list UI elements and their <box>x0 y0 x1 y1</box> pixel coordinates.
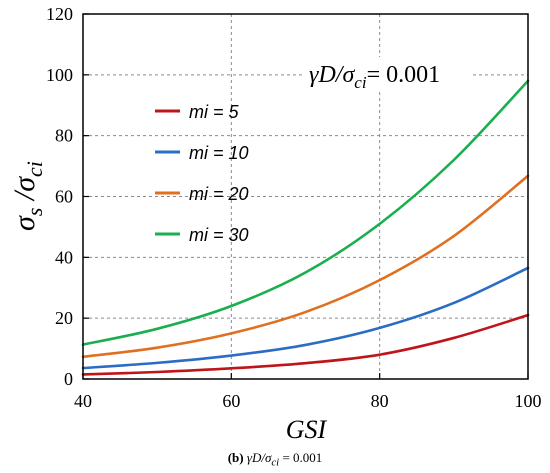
series-lines <box>81 79 530 376</box>
legend-label-4: mi = 30 <box>189 225 249 245</box>
y-tick-label: 20 <box>55 308 73 328</box>
caption-expr-suffix: = 0.001 <box>282 450 323 465</box>
y-axis-label-main2: σ <box>8 176 41 192</box>
annotation-sub: ci <box>354 73 367 92</box>
x-axis-label: GSI <box>286 415 328 444</box>
y-axis-label-slash: / <box>8 189 41 208</box>
y-tick-label: 100 <box>46 65 73 85</box>
legend-label-2: mi = 10 <box>189 143 249 163</box>
legend: mi = 5 mi = 10 mi = 20 mi = 30 <box>155 102 249 245</box>
y-tick-label: 80 <box>55 126 73 146</box>
series-line-3 <box>81 174 530 359</box>
annotation-suffix: = 0.001 <box>367 62 441 88</box>
legend-label-3: mi = 20 <box>189 184 249 204</box>
annotation: γD/σci= 0.001 <box>309 62 440 92</box>
x-tick-label: 40 <box>74 391 92 411</box>
y-tick-label: 120 <box>46 4 73 24</box>
y-tick-label: 0 <box>64 369 73 389</box>
annotation-background <box>305 57 470 89</box>
series-line-2 <box>81 266 530 370</box>
caption-expr-prefix: γD/σ <box>246 450 272 465</box>
y-axis-label-sub1: s <box>22 208 47 217</box>
y-tick-label: 40 <box>55 247 73 267</box>
caption-expr-sub: ci <box>271 456 280 469</box>
caption-label: (b) <box>227 450 244 465</box>
x-tick-label: 60 <box>222 391 240 411</box>
y-axis-label-main: σ <box>8 215 41 231</box>
series-line-4 <box>81 79 530 346</box>
x-tick-label: 80 <box>371 391 389 411</box>
x-tick-label: 100 <box>515 391 542 411</box>
y-tick-label: 60 <box>55 187 73 207</box>
axis-ticks: 0 20 40 60 80 100 120 40 60 80 100 <box>46 4 542 411</box>
annotation-prefix: γD/σ <box>309 62 355 88</box>
figure-caption: (b) γD/σci = 0.001 <box>0 450 550 469</box>
y-axis-label: σs /σci <box>8 161 47 231</box>
y-axis-label-sub2: ci <box>22 161 47 177</box>
legend-label-1: mi = 5 <box>189 102 240 122</box>
series-line-1 <box>81 313 530 376</box>
